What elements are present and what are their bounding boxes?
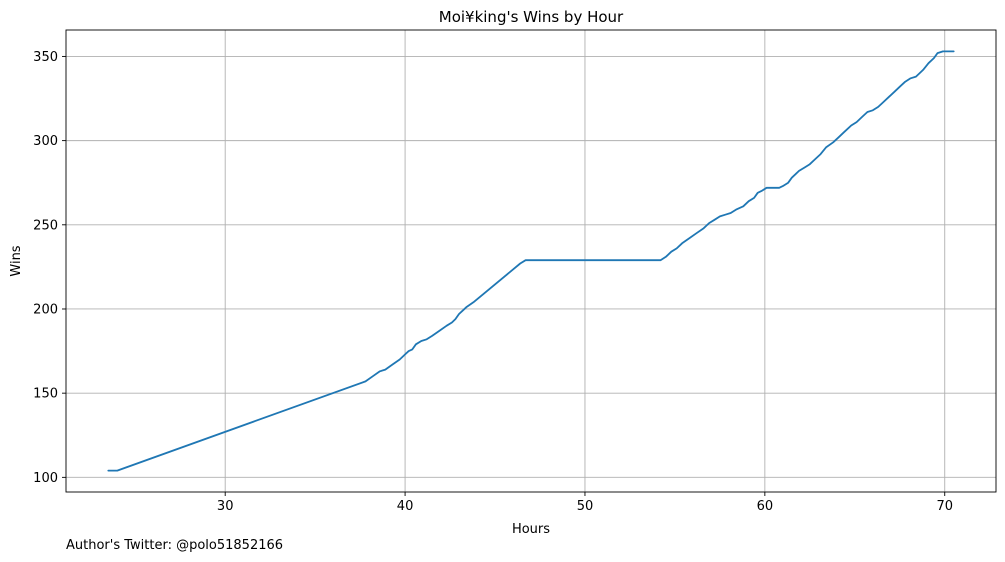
y-tick-label: 300 xyxy=(33,134,58,149)
y-tick-label: 250 xyxy=(33,218,58,233)
y-tick-label: 350 xyxy=(33,50,58,65)
series-layer xyxy=(107,50,955,472)
y-tick-label: 100 xyxy=(33,471,58,486)
y-axis-label: Wins xyxy=(9,245,24,276)
x-tick-label: 50 xyxy=(577,499,594,514)
x-tick-label: 30 xyxy=(217,499,234,514)
y-tick-label: 150 xyxy=(33,387,58,402)
x-tick-label: 70 xyxy=(936,499,953,514)
y-tick-label: 200 xyxy=(33,302,58,317)
series-line-wins xyxy=(107,50,955,472)
x-tick-label: 60 xyxy=(757,499,774,514)
x-tick-label: 40 xyxy=(397,499,414,514)
plot-frame xyxy=(65,29,997,493)
chart-title: Moi¥king's Wins by Hour xyxy=(439,8,624,26)
x-axis-label: Hours xyxy=(512,522,550,537)
grid-lines xyxy=(66,30,996,492)
axes: 30 40 50 60 70 100 150 200 250 300 350 xyxy=(33,50,953,514)
author-credit: Author's Twitter: @polo51852166 xyxy=(66,538,284,553)
